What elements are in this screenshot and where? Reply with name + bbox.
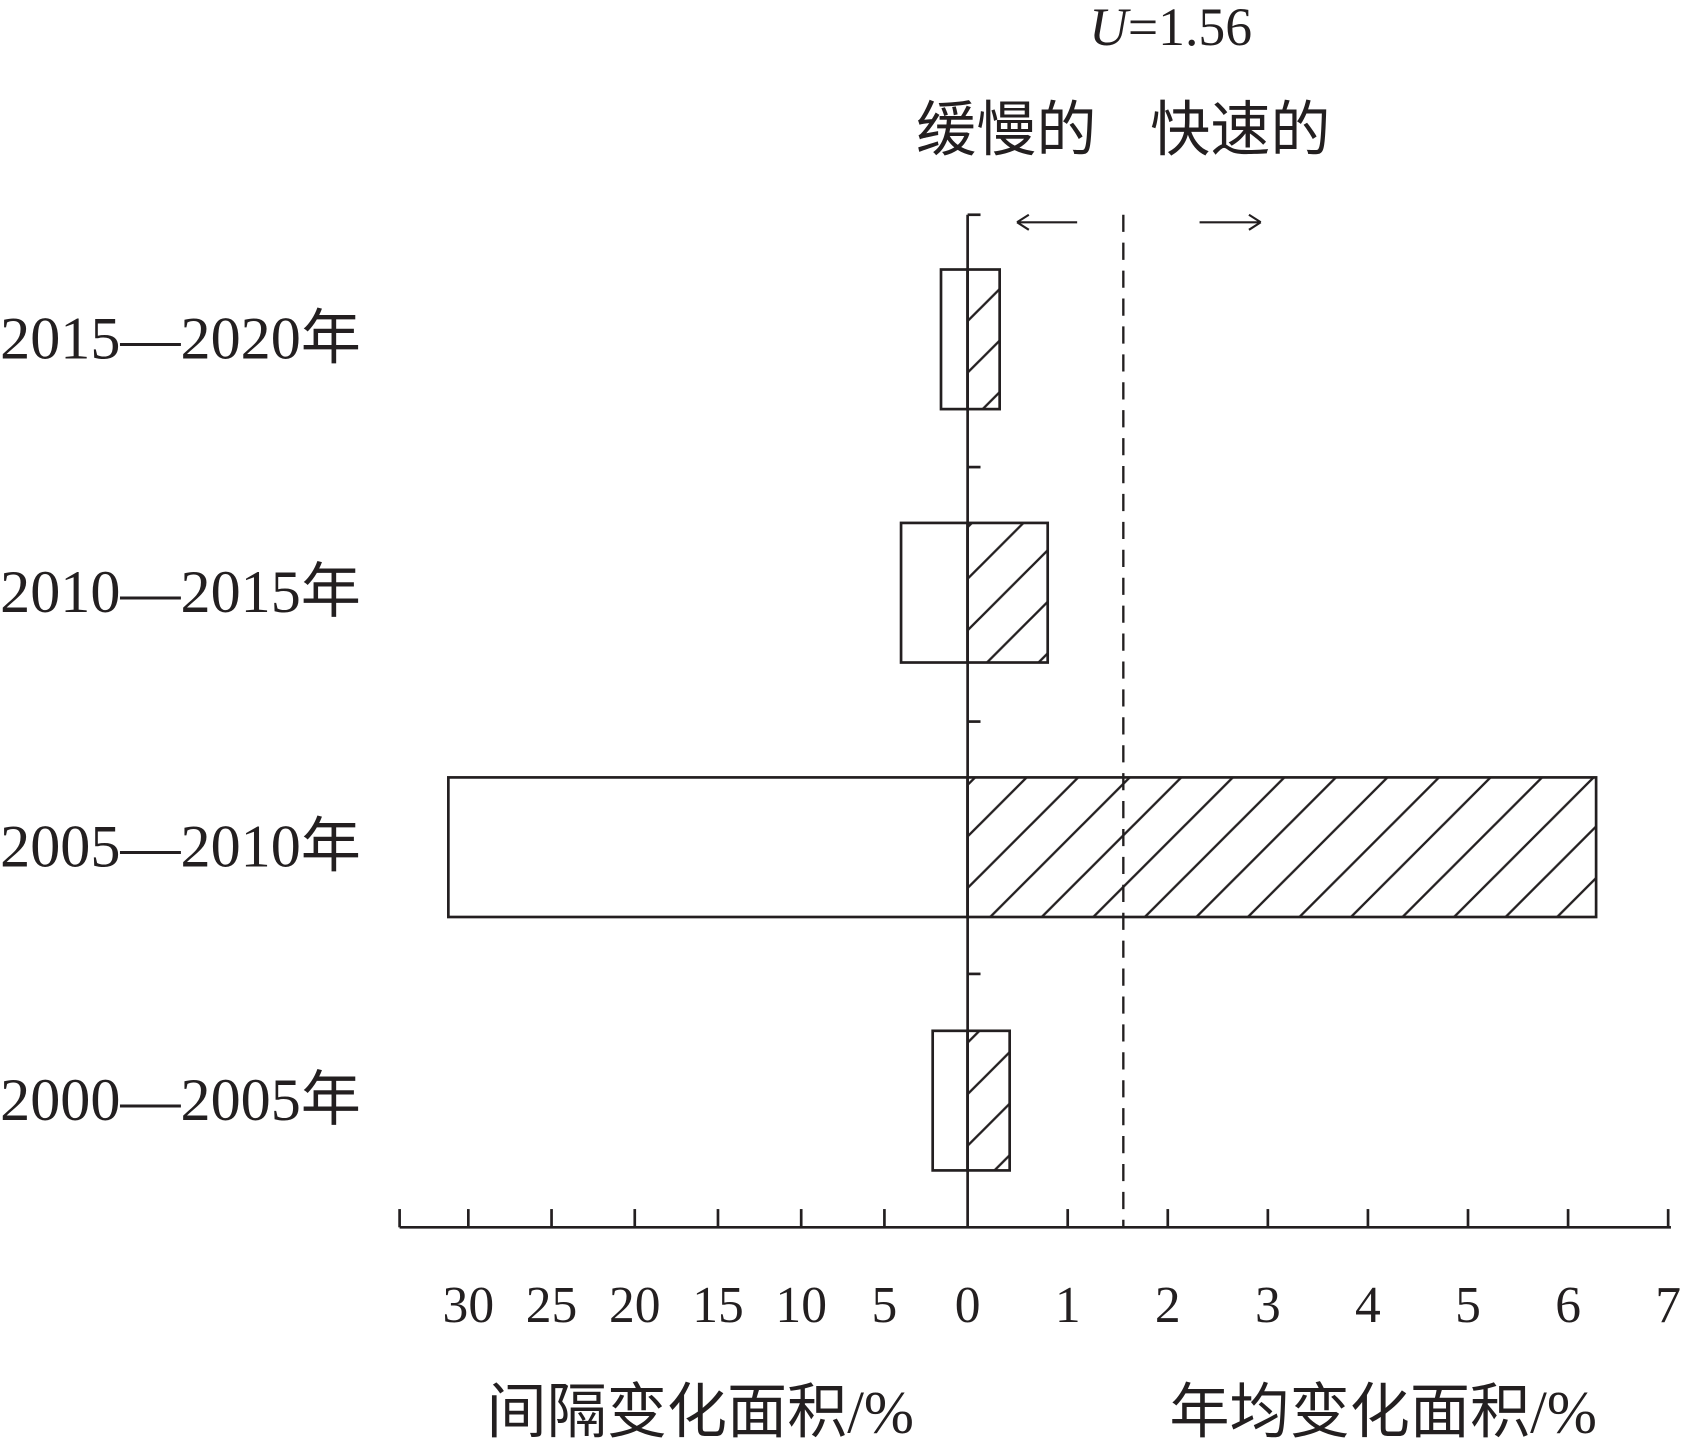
right-tick-label: 3 bbox=[1255, 1277, 1281, 1334]
left-tick-label: 20 bbox=[609, 1277, 661, 1334]
left-tick-label: 30 bbox=[443, 1277, 495, 1334]
bar-annual-change bbox=[966, 1029, 1012, 1172]
right-tick-label: 7 bbox=[1655, 1277, 1681, 1334]
bar-annual-change bbox=[966, 268, 1001, 411]
center-axis-ticks bbox=[967, 213, 981, 976]
right-arrow-icon bbox=[1199, 213, 1262, 231]
bar-interval-change bbox=[939, 268, 969, 411]
bar-annual-change bbox=[966, 776, 1598, 919]
left-tick-label: 10 bbox=[775, 1277, 827, 1334]
right-tick-label: 4 bbox=[1355, 1277, 1381, 1334]
bar-annual-change bbox=[966, 521, 1050, 664]
category-label: 2000—2005年 bbox=[0, 1067, 361, 1134]
left-tick-label: 0 bbox=[955, 1277, 981, 1334]
category-label: 2005—2010年 bbox=[0, 814, 361, 881]
left-arrow-icon bbox=[1016, 213, 1078, 231]
left-tick-label: 25 bbox=[526, 1277, 578, 1334]
bar-interval-change bbox=[931, 1029, 969, 1172]
category-label: 2010—2015年 bbox=[0, 559, 361, 626]
right-tick-label: 2 bbox=[1155, 1277, 1181, 1334]
bar-interval-change bbox=[447, 776, 969, 919]
right-tick-label: 5 bbox=[1455, 1277, 1481, 1334]
slow-label: 缓慢的 bbox=[916, 97, 1096, 164]
right-tick-label: 6 bbox=[1555, 1277, 1581, 1334]
threshold-value: =1.56 bbox=[1128, 0, 1252, 57]
fast-label: 快速的 bbox=[1150, 97, 1330, 164]
bar-interval-change bbox=[899, 521, 969, 664]
right-axis-title: 年均变化面积/% bbox=[1169, 1379, 1597, 1441]
category-label: 2015—2020年 bbox=[0, 306, 361, 373]
left-axis-title: 间隔变化面积/% bbox=[486, 1379, 914, 1441]
left-tick-label: 5 bbox=[872, 1277, 898, 1334]
right-tick-label: 1 bbox=[1055, 1277, 1081, 1334]
threshold-label: U=1.56 bbox=[1089, 0, 1252, 57]
threshold-symbol: U bbox=[1089, 0, 1131, 57]
left-tick-label: 15 bbox=[692, 1277, 744, 1334]
